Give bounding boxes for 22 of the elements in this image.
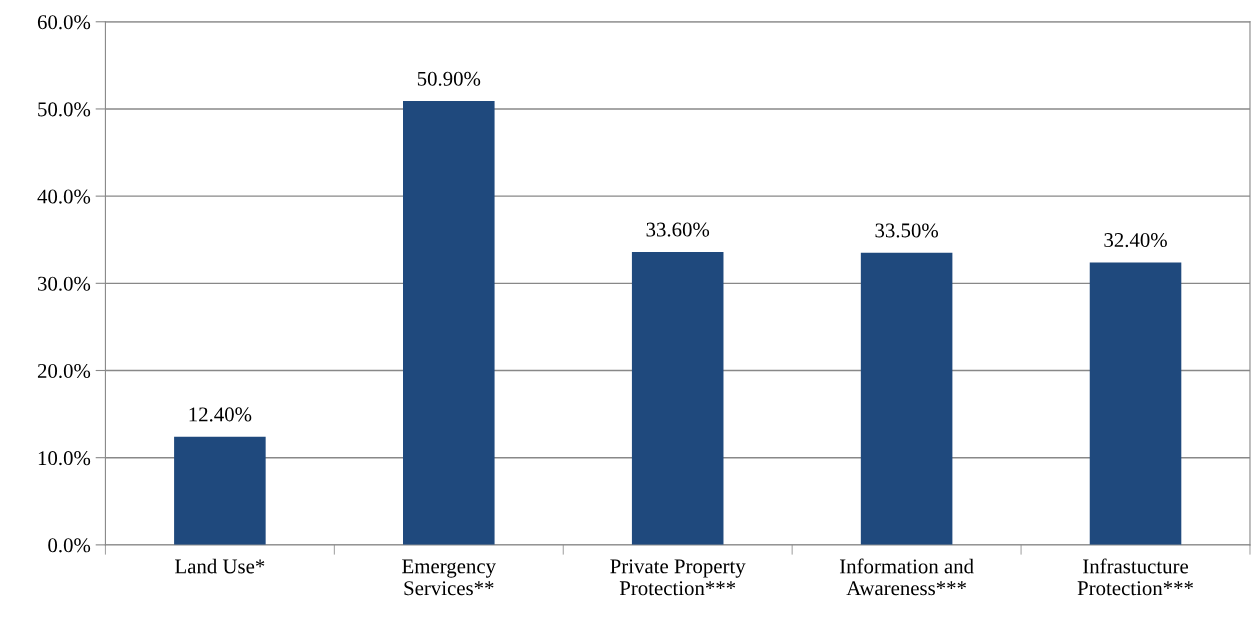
y-tick-label: 40.0% — [37, 189, 91, 204]
x-tick-label: Infrastucture Protection*** — [1077, 558, 1193, 596]
bar — [1089, 262, 1182, 545]
data-label: 50.90% — [417, 71, 481, 86]
bar — [631, 251, 724, 545]
y-tick-label: 50.0% — [38, 102, 91, 117]
y-tick-label: 30.0% — [38, 276, 91, 291]
y-tick-label: 20.0% — [37, 363, 91, 379]
data-label: 32.40% — [1104, 232, 1167, 248]
data-label: 33.50% — [875, 223, 939, 238]
y-tick-label: 10.0% — [38, 451, 91, 466]
x-tick-label: Private Property Protection*** — [610, 559, 746, 596]
y-tick-label: 60.0% — [37, 15, 91, 30]
x-tick-label: Emergency Services** — [402, 559, 496, 596]
y-tick-label: 0.0% — [48, 538, 91, 553]
bar — [174, 436, 266, 545]
data-label: 12.40% — [189, 407, 252, 422]
x-tick-label: Information and Awareness*** — [839, 558, 974, 596]
bar — [403, 101, 495, 545]
x-tick-label: Land Use* — [175, 558, 265, 574]
data-label: 33.60% — [646, 222, 710, 237]
bar — [860, 252, 953, 545]
